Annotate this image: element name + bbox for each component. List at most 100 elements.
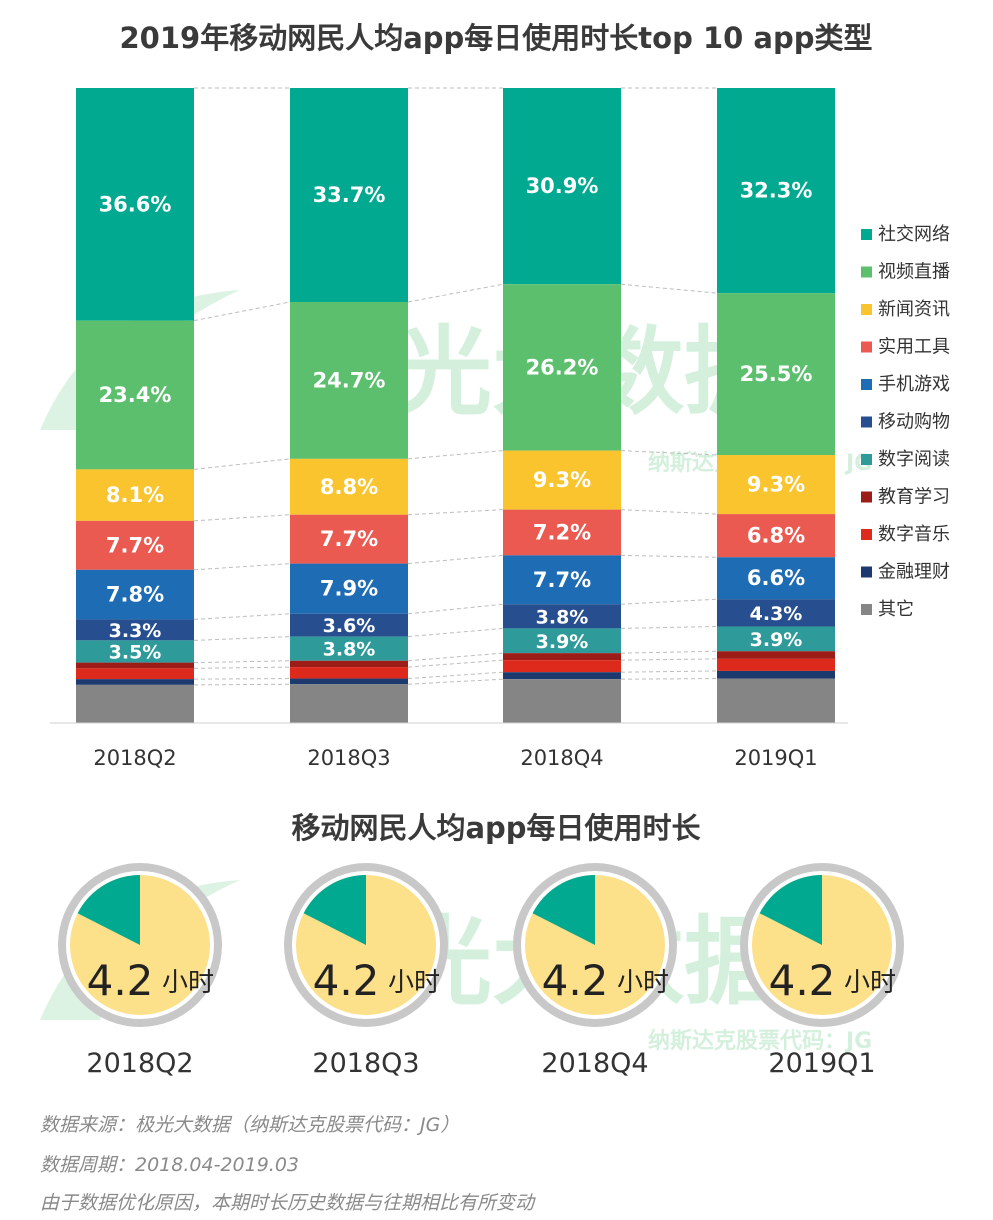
x-tick-label-2019Q1: 2019Q1 [734,746,817,770]
bar-segment-2018Q3-0 [290,88,408,302]
pie-value-2018Q3: 4.2 [313,956,380,1005]
pie-unit-2018Q3: 小时 [388,968,440,998]
bar-segment-2018Q4-6 [503,628,621,654]
connector-line [407,603,504,615]
legend-swatch-1 [861,266,872,278]
bar-segment-2018Q3-1 [290,301,408,459]
data-label-2019Q1-3: 6.8% [747,524,805,548]
connector-line [407,652,504,662]
data-label-2018Q3-4: 7.9% [320,577,378,601]
data-label-2018Q2-2: 8.1% [106,483,164,507]
connector-line [407,671,504,680]
connector-line [620,670,718,673]
connector-line [620,658,718,661]
bar-segment-2018Q4-4 [503,555,621,605]
legend-swatch-10 [861,604,872,615]
data-label-2018Q2-1: 23.4% [99,383,172,407]
legend-label-10: 其它 [878,599,914,620]
bar-segment-2019Q1-8 [717,658,835,671]
data-label-2019Q1-0: 32.3% [740,179,813,203]
bar-segment-2018Q3-10 [290,684,408,723]
data-label-2018Q2-5: 3.3% [109,620,162,642]
bar-segment-2019Q1-2 [717,455,835,515]
connector-line [407,450,504,460]
connector-line [193,660,291,664]
pie-value-2019Q1: 4.2 [769,956,836,1005]
x-axis-ticks: 2018Q2 2018Q3 2018Q4 2019Q1 [93,746,817,770]
data-label-2018Q2-0: 36.6% [99,192,172,216]
bar-segment-2018Q2-0 [76,88,194,321]
data-label-2018Q2-3: 7.7% [106,533,164,557]
bar-segment-2018Q4-1 [503,284,621,451]
data-label-2018Q4-4: 7.7% [533,568,591,592]
data-label-2018Q3-5: 3.6% [323,615,376,637]
legend-swatch-0 [861,229,872,240]
x-tick-label-2018Q3: 2018Q3 [307,746,390,770]
bar-segment-2018Q3-6 [290,636,408,661]
connector-line [620,598,718,605]
bar-segment-2019Q1-1 [717,293,835,456]
data-label-2018Q3-1: 24.7% [313,368,386,392]
bar-segment-2018Q4-7 [503,653,621,661]
bar-segment-2019Q1-0 [717,88,835,294]
connector-line [193,563,291,571]
connector-line [407,509,504,516]
legend-swatch-5 [861,416,872,428]
connector-line [620,450,718,456]
pie-unit-2019Q1: 小时 [844,968,896,998]
legend-label-0: 社交网络 [878,224,950,245]
bar-segment-2018Q2-5 [76,619,194,641]
pie-label-2018Q4: 2018Q4 [541,1048,648,1079]
pie-label-2019Q1: 2019Q1 [768,1048,875,1079]
bar-segment-2019Q1-3 [717,514,835,558]
bar-segment-2018Q2-2 [76,469,194,521]
data-label-2018Q3-6: 3.8% [323,639,376,661]
connector-line [620,554,718,558]
bar-segment-2018Q2-1 [76,320,194,470]
stacked-bars: 36.6% 23.4% 8.1% 7.7% 7.8% 3.3%3.5% 33.7% 24.7%… [76,88,835,723]
connector-line [407,678,504,685]
connector-line [620,283,718,294]
data-label-2018Q4-3: 7.2% [533,521,591,545]
bar-segment-2018Q2-7 [76,662,194,669]
connector-line [620,625,718,629]
bar-segment-2018Q3-3 [290,514,408,564]
data-label-2018Q4-5: 3.8% [536,606,589,628]
data-label-2018Q2-6: 3.5% [109,641,162,663]
pie-slice-2018Q4 [532,875,595,945]
connector-line [620,509,718,515]
legend-swatch-2 [861,304,872,315]
data-label-2019Q1-5: 4.3% [750,603,803,625]
legend-swatch-6 [861,454,872,465]
bar-segment-2018Q2-6 [76,640,194,663]
bar-segment-2018Q4-2 [503,450,621,510]
connector-line [620,678,718,680]
data-label-2018Q4-1: 26.2% [526,355,599,379]
legend-label-3: 实用工具 [878,337,950,358]
pie-value-2018Q2: 4.2 [87,956,154,1005]
connector-line [193,613,291,620]
bar-segment-2019Q1-4 [717,557,835,600]
bar-segment-2018Q2-4 [76,569,194,620]
bar-segment-2018Q3-4 [290,563,408,614]
pie-unit-2018Q2: 小时 [162,968,214,998]
bar-segment-2019Q1-5 [717,599,835,627]
legend-swatch-9 [861,566,872,578]
data-label-2019Q1-6: 3.9% [750,629,803,651]
bar-segment-2018Q4-10 [503,679,621,723]
legend-label-6: 数字阅读 [878,449,950,470]
bar-segment-2018Q4-3 [503,509,621,556]
pie-charts: 4.2 小时 2018Q2 4.2 小时 2018Q3 4.2 小时 2018Q4 4.2 小时 20… [58,863,904,1079]
bar-segment-2018Q3-9 [290,678,408,685]
x-tick-label-2018Q4: 2018Q4 [520,746,603,770]
bar-segment-2018Q4-5 [503,604,621,629]
connector-line [407,554,504,565]
pie-label-2018Q3: 2018Q3 [312,1048,419,1079]
connector-line [193,514,291,522]
bar-segment-2018Q3-2 [290,458,408,515]
bar-segment-2018Q2-3 [76,520,194,570]
connector-line [193,678,291,680]
pie-value-2018Q4: 4.2 [542,956,609,1005]
pie-slice-2019Q1 [759,875,822,945]
pie-unit-2018Q4: 小时 [617,968,669,998]
